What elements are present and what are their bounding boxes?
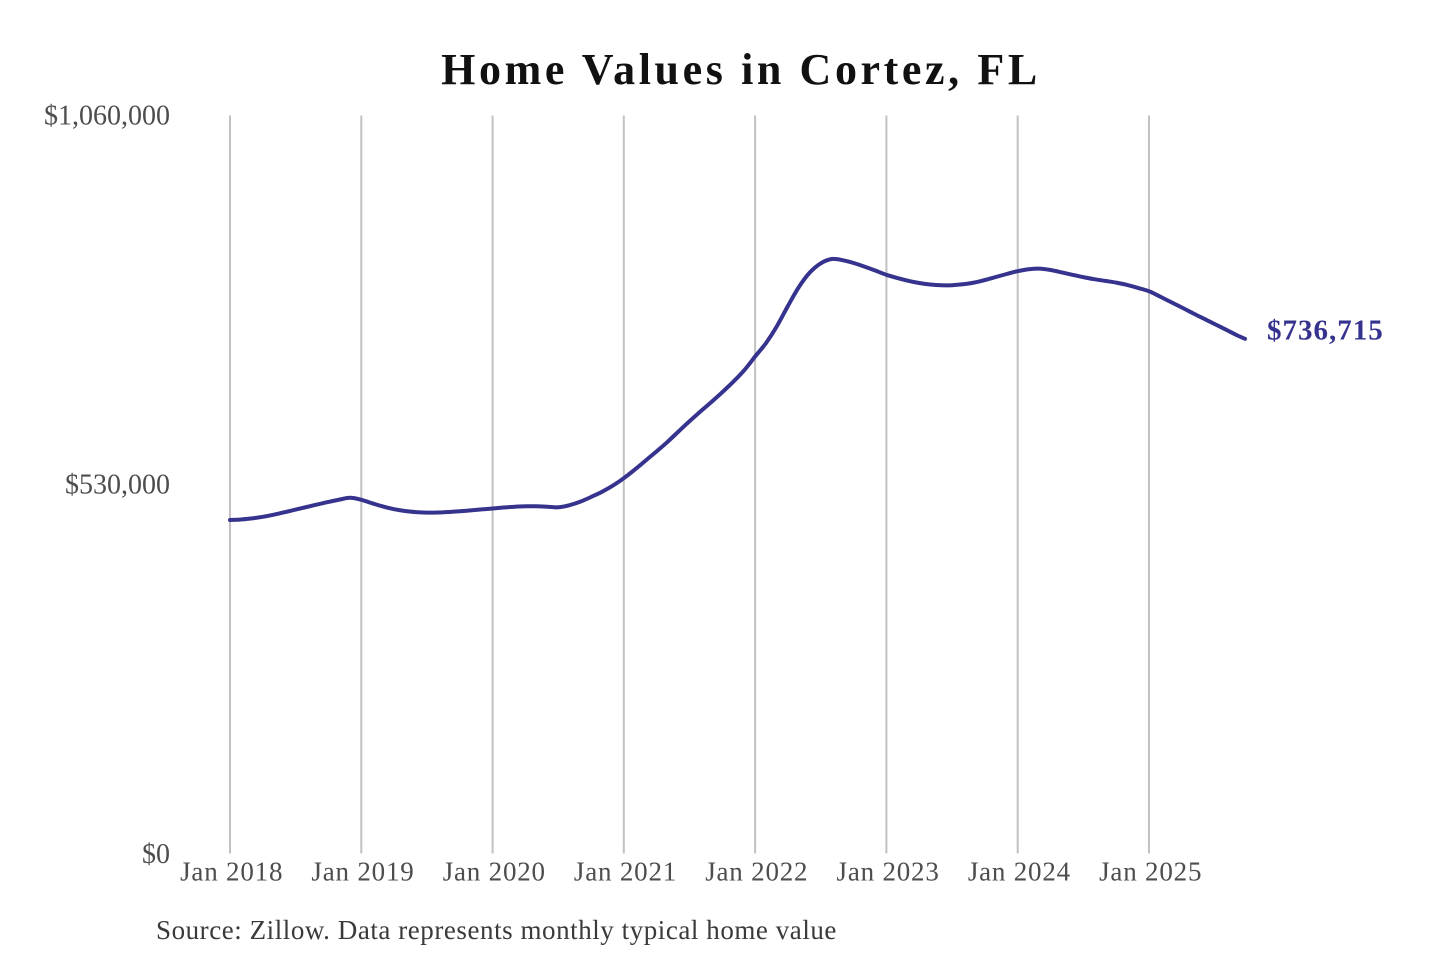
svg-text:Jan 2018: Jan 2018 [180,857,283,887]
svg-text:Jan 2023: Jan 2023 [837,857,940,887]
svg-text:Jan 2025: Jan 2025 [1099,857,1202,887]
svg-text:$736,715: $736,715 [1267,315,1384,347]
svg-text:Source: Zillow. Data represent: Source: Zillow. Data represents monthly … [156,915,837,945]
svg-text:Jan 2024: Jan 2024 [968,857,1071,887]
svg-text:Jan 2022: Jan 2022 [705,857,808,887]
svg-text:$1,060,000: $1,060,000 [44,101,170,132]
svg-text:Jan 2021: Jan 2021 [574,857,677,887]
svg-text:$530,000: $530,000 [65,470,170,501]
svg-text:Home Values in Cortez, FL: Home Values in Cortez, FL [441,45,1041,94]
svg-text:Jan 2019: Jan 2019 [311,857,414,887]
svg-text:$0: $0 [142,839,170,870]
svg-text:Jan 2020: Jan 2020 [443,857,546,887]
